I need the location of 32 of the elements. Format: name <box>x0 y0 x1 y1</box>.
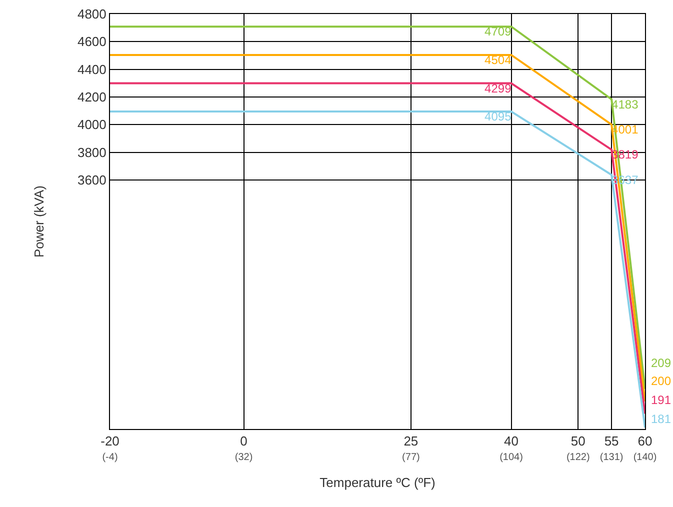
x-tick-label: 60 <box>638 434 652 449</box>
data-label: 4504 <box>484 52 512 67</box>
y-tick-label: 4400 <box>77 62 106 77</box>
x2-tick-label: (140) <box>633 452 657 463</box>
y-tick-label: 4600 <box>77 34 106 50</box>
data-label: 4709 <box>484 24 512 39</box>
x2-tick-label: (104) <box>500 452 523 463</box>
data-label: 4183 <box>612 97 639 112</box>
x-axis-title: Temperature ºC (ºF) <box>320 475 436 490</box>
text: 209 <box>651 356 672 370</box>
y-axis-title: Power (kVA) <box>31 186 46 258</box>
y-tick-label: 4800 <box>77 6 106 22</box>
text: 200 <box>651 374 672 388</box>
y-tick-label: 3600 <box>77 172 106 188</box>
text: 191 <box>651 393 672 407</box>
x-tick-label: 55 <box>604 434 619 449</box>
x2-tick-label: (131) <box>600 452 624 463</box>
x2-tick-label: (122) <box>566 452 590 463</box>
x2-tick-label: (-4) <box>102 452 118 463</box>
y-tick-label: 4000 <box>77 117 106 132</box>
x2-tick-label: (77) <box>402 452 420 463</box>
data-label: 4299 <box>484 81 512 96</box>
x-tick-label: 25 <box>404 434 418 449</box>
x-tick-label: 0 <box>240 434 248 449</box>
text: 181 <box>651 412 672 426</box>
x2-tick-label: (32) <box>234 452 253 463</box>
x-tick-label: 40 <box>504 434 518 449</box>
y-tick-label: 4200 <box>77 90 106 105</box>
y-tick-label: 3800 <box>77 144 106 160</box>
x-tick-label: 50 <box>570 434 586 449</box>
x-tick-label: -20 <box>100 434 120 449</box>
data-label: 4095 <box>484 110 512 124</box>
